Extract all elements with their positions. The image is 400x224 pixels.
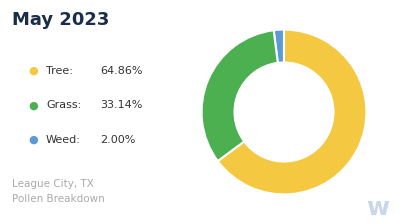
Text: League City, TX
Pollen Breakdown: League City, TX Pollen Breakdown bbox=[12, 179, 105, 204]
Text: Grass:: Grass: bbox=[46, 100, 81, 110]
Text: 2.00%: 2.00% bbox=[100, 135, 135, 145]
Text: 64.86%: 64.86% bbox=[100, 66, 142, 75]
Text: ●: ● bbox=[28, 135, 38, 145]
Text: Weed:: Weed: bbox=[46, 135, 81, 145]
Text: w: w bbox=[366, 196, 390, 220]
Text: 33.14%: 33.14% bbox=[100, 100, 142, 110]
Text: ●: ● bbox=[28, 100, 38, 110]
Circle shape bbox=[234, 62, 334, 162]
Text: ●: ● bbox=[28, 66, 38, 75]
Text: Tree:: Tree: bbox=[46, 66, 73, 75]
Wedge shape bbox=[218, 30, 366, 194]
Wedge shape bbox=[274, 30, 284, 63]
Wedge shape bbox=[202, 30, 278, 161]
Text: May 2023: May 2023 bbox=[12, 11, 109, 29]
